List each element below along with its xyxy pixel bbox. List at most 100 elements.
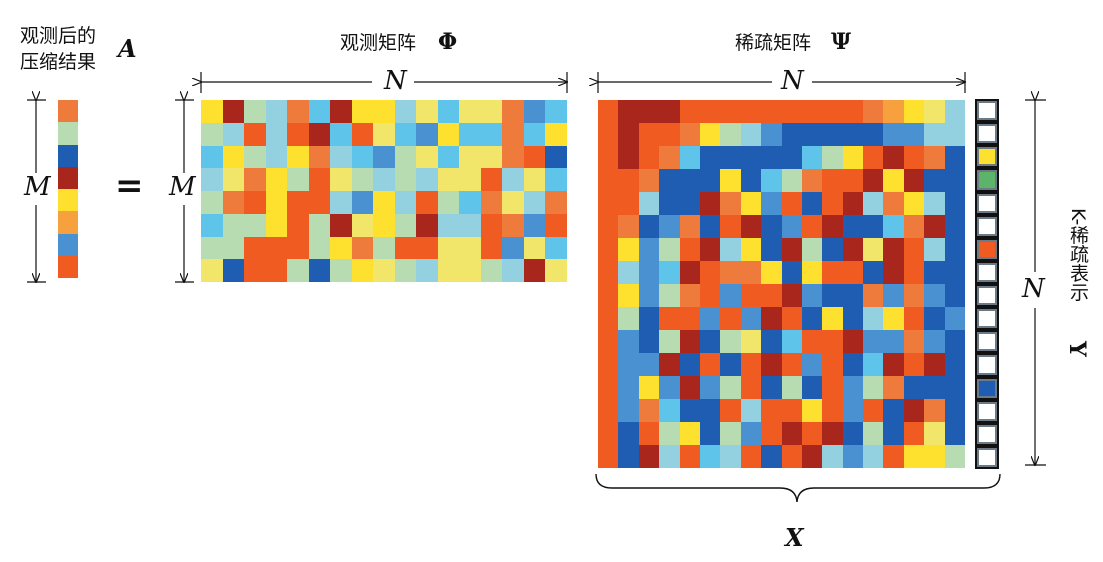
matrix-psi-cell — [740, 146, 762, 169]
matrix-psi-cell — [598, 307, 619, 330]
matrix-phi-cell — [287, 100, 309, 123]
matrix-psi-cell — [699, 445, 721, 468]
matrix-phi-cell — [480, 100, 503, 123]
matrix-phi-cell — [201, 259, 223, 282]
vector-y-cell — [977, 147, 997, 167]
matrix-psi-cell — [761, 376, 782, 399]
matrix-psi-cell — [618, 445, 639, 468]
matrix-psi-cell — [842, 192, 864, 215]
matrix-psi-cell — [781, 399, 802, 422]
matrix-psi-cell — [740, 353, 762, 376]
matrix-psi-cell — [944, 238, 965, 261]
matrix-psi-cell — [842, 307, 864, 330]
matrix-phi-cell — [330, 122, 352, 146]
matrix-psi-cell — [659, 238, 680, 261]
matrix-a-cell — [58, 144, 78, 167]
dim-m-a-label: M — [24, 172, 51, 202]
matrix-phi-cell — [523, 259, 546, 282]
matrix-phi-cell — [201, 168, 223, 191]
matrix-phi-cell — [244, 213, 266, 237]
matrix-phi-cell — [201, 236, 223, 260]
matrix-psi-cell — [944, 123, 965, 146]
matrix-psi-cell — [659, 100, 680, 123]
matrix-psi-cell — [618, 307, 639, 330]
matrix-psi-cell — [883, 284, 904, 307]
matrix-psi-cell — [638, 238, 660, 261]
matrix-psi-cell — [903, 445, 925, 468]
phi-symbol: Φ — [438, 29, 458, 55]
matrix-psi-cell — [761, 284, 782, 307]
matrix-phi-cell — [502, 213, 524, 237]
matrix-psi-cell — [822, 307, 843, 330]
matrix-psi-cell — [618, 399, 639, 422]
matrix-phi-cell — [480, 122, 503, 146]
matrix-psi-cell — [659, 330, 680, 353]
matrix-psi-cell — [598, 422, 619, 445]
matrix-phi-cell — [308, 213, 331, 237]
matrix-psi-cell — [863, 238, 884, 261]
matrix-psi-cell — [903, 123, 925, 146]
matrix-psi-cell — [598, 238, 619, 261]
matrix-psi-cell — [903, 261, 925, 284]
matrix-psi-cell — [740, 307, 762, 330]
matrix-phi-cell — [480, 191, 503, 214]
matrix-psi-cell — [863, 353, 884, 376]
matrix-psi-cell — [822, 215, 843, 238]
matrix-psi-cell — [863, 399, 884, 422]
matrix-phi-cell — [545, 168, 567, 191]
matrix-psi-cell — [781, 169, 802, 192]
matrix-psi-cell — [903, 399, 925, 422]
matrix-phi-cell — [373, 259, 395, 282]
matrix-phi-cell — [394, 168, 417, 191]
matrix-psi-cell — [863, 307, 884, 330]
matrix-psi-cell — [903, 215, 925, 238]
matrix-psi-cell — [781, 353, 802, 376]
matrix-psi-cell — [842, 238, 864, 261]
matrix-phi-cell — [330, 168, 352, 191]
matrix-psi-cell — [801, 100, 823, 123]
matrix-psi-cell — [903, 330, 925, 353]
matrix-psi-cell — [659, 123, 680, 146]
matrix-psi-cell — [903, 192, 925, 215]
matrix-psi-cell — [598, 330, 619, 353]
matrix-phi-cell — [502, 168, 524, 191]
matrix-psi-cell — [699, 215, 721, 238]
matrix-phi-cell — [222, 259, 245, 282]
matrix-phi-cell — [480, 213, 503, 237]
matrix-psi-cell — [944, 215, 965, 238]
matrix-phi-cell — [373, 191, 395, 214]
matrix-psi-cell — [699, 284, 721, 307]
matrix-psi-cell — [822, 353, 843, 376]
matrix-psi-cell — [883, 261, 904, 284]
matrix-phi-cell — [308, 191, 331, 214]
matrix-psi-cell — [822, 284, 843, 307]
matrix-psi-cell — [781, 215, 802, 238]
matrix-psi-cell — [740, 123, 762, 146]
matrix-psi-cell — [822, 376, 843, 399]
matrix-phi-cell — [394, 259, 417, 282]
matrix-psi-cell — [618, 123, 639, 146]
matrix-psi-cell — [781, 422, 802, 445]
matrix-psi-cell — [842, 146, 864, 169]
matrix-psi-cell — [638, 422, 660, 445]
matrix-phi-cell — [523, 213, 546, 237]
matrix-psi-cell — [638, 100, 660, 123]
equals-sign: = — [115, 166, 144, 206]
matrix-psi-cell — [679, 284, 700, 307]
matrix-phi-cell — [416, 191, 438, 214]
matrix-phi-cell — [480, 168, 503, 191]
vector-y-cell — [977, 355, 997, 375]
matrix-phi — [201, 100, 567, 282]
matrix-psi-cell — [679, 169, 700, 192]
matrix-psi-cell — [801, 261, 823, 284]
matrix-psi-cell — [842, 353, 864, 376]
matrix-phi-cell — [287, 213, 309, 237]
matrix-psi-cell — [842, 399, 864, 422]
matrix-psi-cell — [801, 123, 823, 146]
matrix-phi-cell — [222, 168, 245, 191]
matrix-psi-cell — [863, 123, 884, 146]
matrix-psi-cell — [801, 307, 823, 330]
matrix-psi-cell — [883, 169, 904, 192]
matrix-psi-cell — [883, 215, 904, 238]
matrix-psi-cell — [863, 422, 884, 445]
